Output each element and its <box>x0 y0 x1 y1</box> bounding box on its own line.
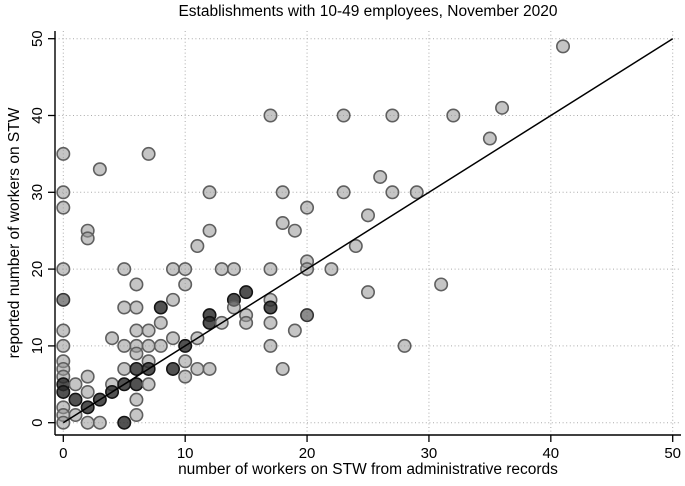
data-point <box>153 300 168 315</box>
data-point <box>141 146 156 161</box>
data-point <box>385 108 400 123</box>
data-point <box>92 415 107 430</box>
x-tick-label: 10 <box>177 445 194 462</box>
y-tick-label: 30 <box>29 184 46 201</box>
y-tick-label: 10 <box>29 338 46 355</box>
data-point <box>324 262 339 277</box>
data-point <box>80 369 95 384</box>
data-point <box>226 262 241 277</box>
data-point <box>56 292 71 307</box>
data-point <box>129 392 144 407</box>
data-point <box>129 300 144 315</box>
data-point <box>263 300 278 315</box>
data-point <box>190 361 205 376</box>
x-tick-label: 20 <box>299 445 316 462</box>
data-point <box>80 415 95 430</box>
x-tick-label: 50 <box>664 445 681 462</box>
data-point <box>178 369 193 384</box>
data-point <box>287 323 302 338</box>
data-point <box>117 361 132 376</box>
data-point <box>226 300 241 315</box>
data-point <box>80 384 95 399</box>
data-point <box>360 285 375 300</box>
data-point <box>434 277 449 292</box>
data-point <box>446 108 461 123</box>
x-tick-label: 0 <box>59 445 67 462</box>
data-point <box>56 338 71 353</box>
y-tick-label: 50 <box>29 30 46 47</box>
data-point <box>239 315 254 330</box>
data-point <box>165 292 180 307</box>
data-point <box>129 323 144 338</box>
data-point <box>495 100 510 115</box>
data-point <box>92 162 107 177</box>
data-point <box>117 338 132 353</box>
data-point <box>482 131 497 146</box>
data-point <box>409 185 424 200</box>
data-point <box>336 185 351 200</box>
x-tick-label: 40 <box>542 445 559 462</box>
data-point <box>300 308 315 323</box>
data-point <box>117 300 132 315</box>
data-point <box>202 361 217 376</box>
data-point <box>348 239 363 254</box>
data-point <box>165 331 180 346</box>
data-point <box>373 169 388 184</box>
data-point <box>178 354 193 369</box>
data-point <box>80 231 95 246</box>
data-point <box>263 315 278 330</box>
data-point <box>397 338 412 353</box>
data-point <box>56 384 71 399</box>
data-point <box>141 323 156 338</box>
data-point <box>178 262 193 277</box>
data-point <box>153 338 168 353</box>
y-tick-label: 20 <box>29 261 46 278</box>
data-point <box>300 200 315 215</box>
data-point <box>165 361 180 376</box>
data-point <box>56 200 71 215</box>
data-point <box>275 216 290 231</box>
data-point <box>165 262 180 277</box>
data-point <box>275 361 290 376</box>
data-point <box>202 185 217 200</box>
data-point <box>190 239 205 254</box>
y-tick-label: 0 <box>29 419 46 427</box>
data-point <box>129 346 144 361</box>
reference-line <box>62 38 674 424</box>
data-point <box>153 315 168 330</box>
data-point <box>129 408 144 423</box>
data-point <box>202 223 217 238</box>
data-point <box>263 108 278 123</box>
x-axis-label: number of workers on STW from administra… <box>178 461 558 478</box>
data-point <box>263 338 278 353</box>
data-point <box>263 262 278 277</box>
data-point <box>239 285 254 300</box>
x-tick-label: 30 <box>421 445 438 462</box>
data-point <box>141 338 156 353</box>
data-point <box>68 377 83 392</box>
data-point <box>178 277 193 292</box>
data-point <box>287 223 302 238</box>
data-point <box>141 377 156 392</box>
data-point <box>56 185 71 200</box>
data-point <box>56 262 71 277</box>
data-point <box>336 108 351 123</box>
y-tick-label: 40 <box>29 107 46 124</box>
data-point <box>360 208 375 223</box>
data-point <box>68 392 83 407</box>
y-axis-label: reported number of workers on STW <box>6 107 23 359</box>
data-point <box>275 185 290 200</box>
data-point <box>214 262 229 277</box>
data-point <box>56 323 71 338</box>
data-point <box>117 415 132 430</box>
data-point <box>129 277 144 292</box>
data-point <box>105 331 120 346</box>
data-point <box>117 262 132 277</box>
data-point <box>556 39 571 54</box>
chart-title: Establishments with 10-49 employees, Nov… <box>178 3 558 20</box>
data-point <box>56 146 71 161</box>
data-point <box>385 185 400 200</box>
